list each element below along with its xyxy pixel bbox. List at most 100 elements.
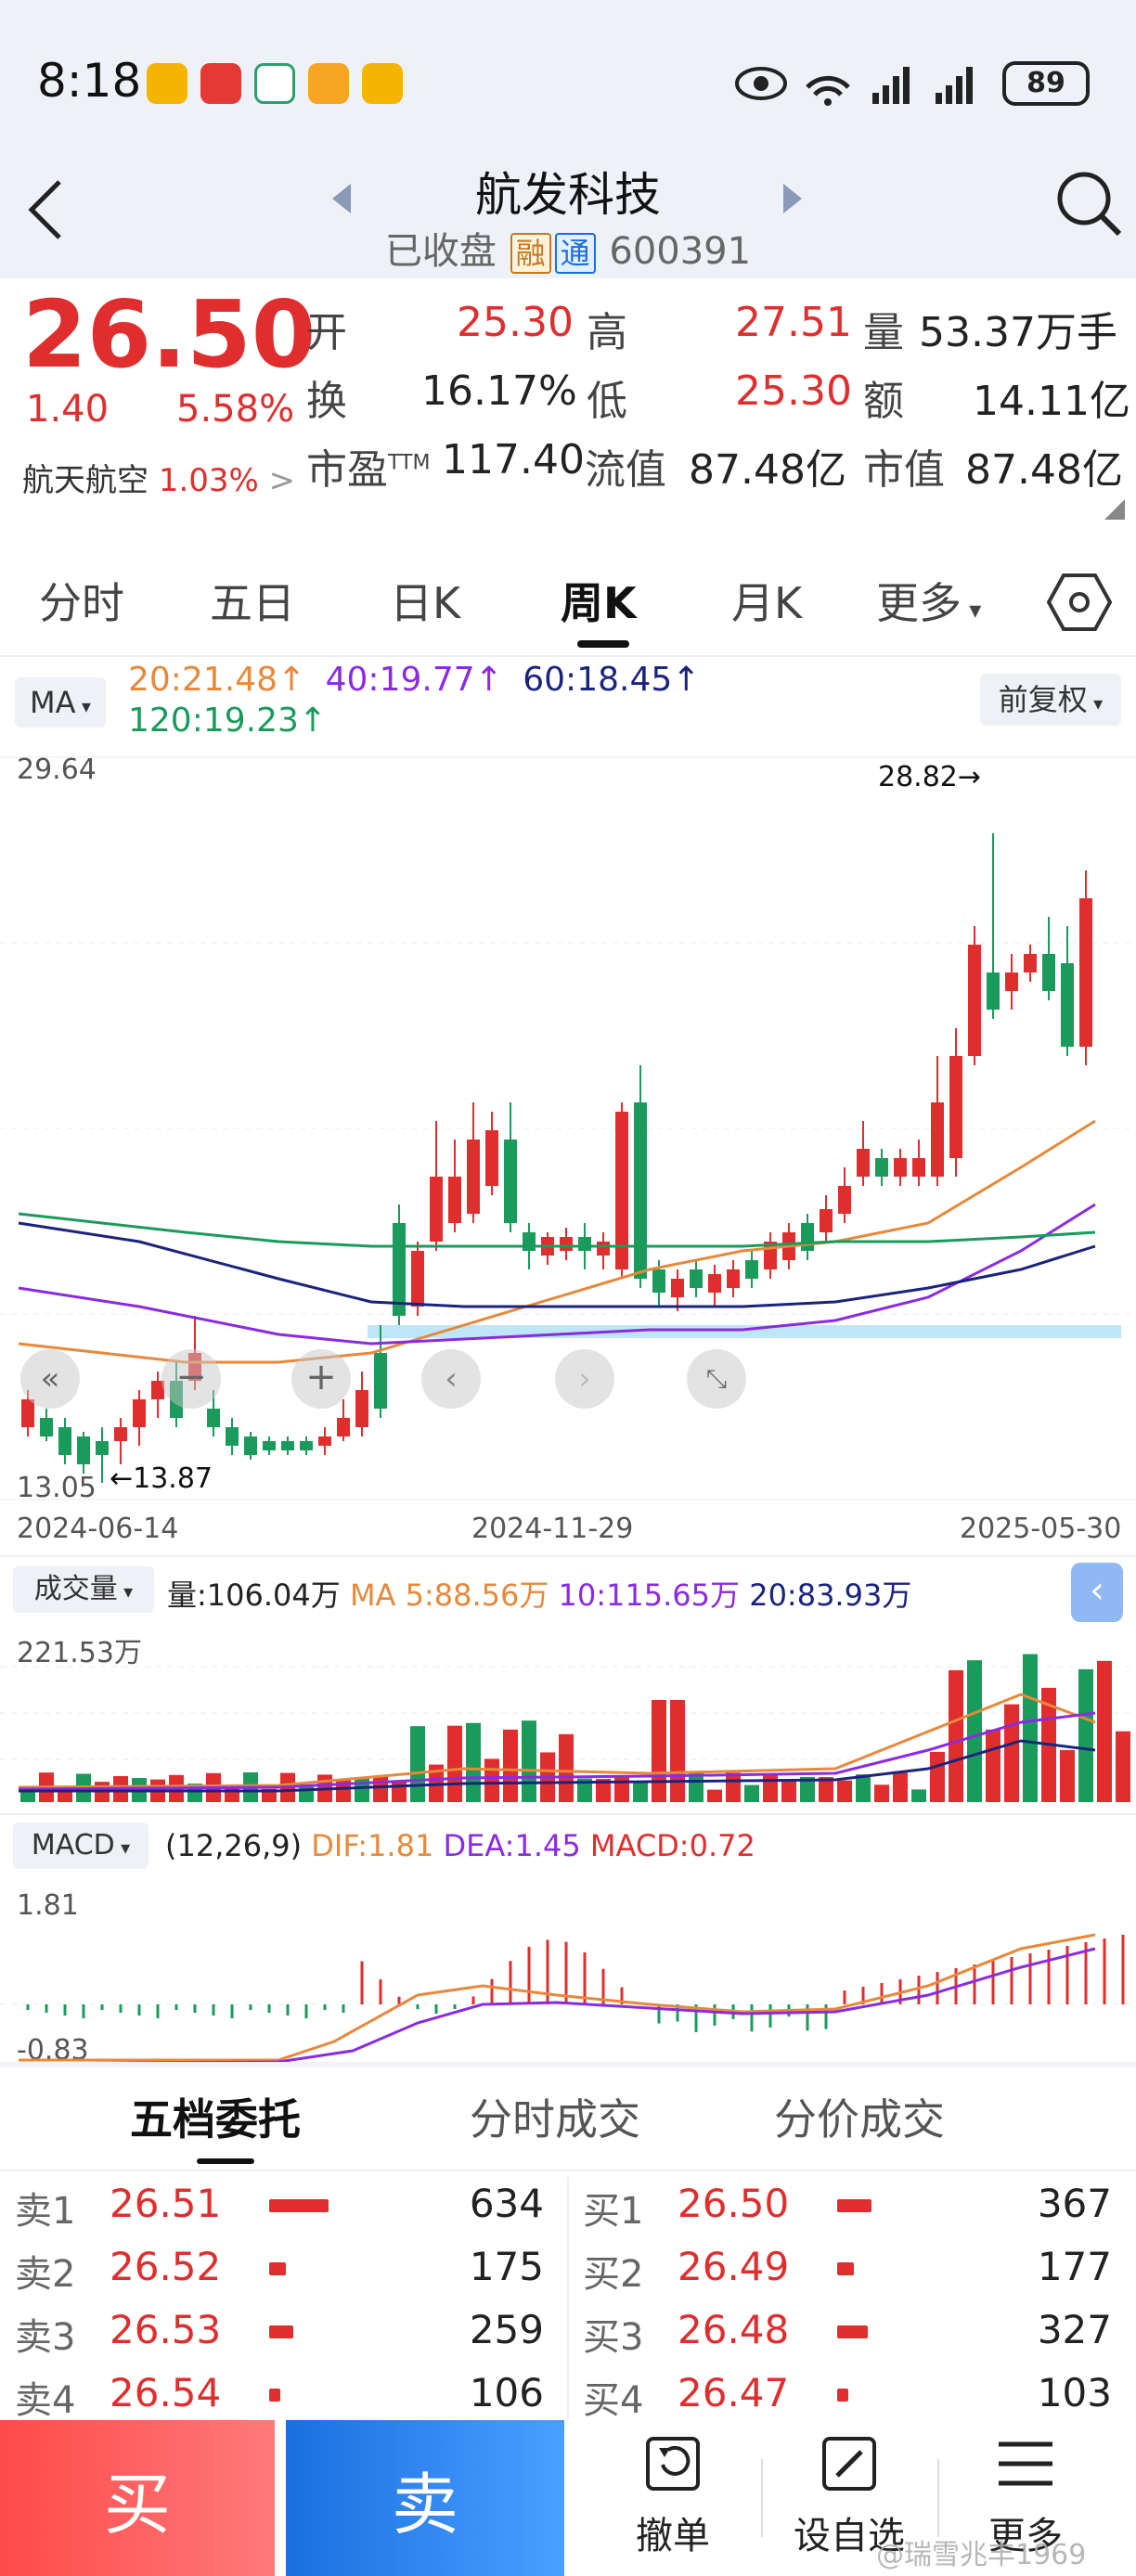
bid-level-volume: 367: [1037, 2181, 1112, 2226]
candle-body: [40, 1418, 53, 1436]
next-stock-icon[interactable]: [781, 182, 804, 215]
more-actions-button[interactable]: 更多: [937, 2431, 1114, 2559]
candle-body: [708, 1274, 721, 1293]
ask-level-volume: 175: [469, 2244, 544, 2289]
candle-body: [931, 1102, 944, 1177]
expand-corner-icon[interactable]: [1104, 499, 1125, 520]
macd-indicator-button[interactable]: MACD ▾: [13, 1823, 148, 1869]
ask-level-price[interactable]: 26.51: [110, 2181, 222, 2226]
volume-bar: [652, 1700, 666, 1802]
volume-chart[interactable]: [0, 1620, 1136, 1806]
chart-reset-icon[interactable]: ⤡: [687, 1349, 746, 1409]
candle-body: [838, 1186, 851, 1214]
ask-level-price[interactable]: 26.54: [110, 2370, 222, 2415]
tab-active-indicator: [577, 640, 629, 648]
prev-stock-icon[interactable]: [330, 182, 353, 215]
candle-body: [114, 1427, 127, 1441]
volume-bar: [1004, 1704, 1019, 1802]
last-price: 26.50: [22, 280, 316, 389]
status-icons: [735, 67, 973, 106]
kline-chart[interactable]: [0, 750, 1136, 1507]
candle-body: [523, 1232, 536, 1251]
tab-tick-trades[interactable]: 分时成交: [470, 2094, 640, 2145]
macd-dea: DEA:1.45: [443, 1828, 581, 1863]
volume-bar: [633, 1783, 648, 1802]
candle-body: [337, 1418, 350, 1436]
volume-bar: [930, 1751, 945, 1802]
chart-zoom-out-icon[interactable]: −: [161, 1349, 221, 1409]
chart-left-fast-icon[interactable]: «: [20, 1349, 80, 1409]
ask-level-label: 卖2: [15, 2253, 76, 2296]
volume-ma5: MA 5:88.56万: [349, 1578, 549, 1613]
ma-values: 20:21.48↑ 40:19.77↑ 60:18.45↑: [128, 661, 700, 699]
bid-level-price[interactable]: 26.49: [678, 2244, 790, 2289]
candle-body: [560, 1237, 573, 1251]
ma60-line: [18, 1221, 1096, 1308]
book-tab-indicator: [197, 2158, 254, 2164]
volume-bar: [484, 1758, 499, 1802]
volume-current: 量:106.04万: [167, 1578, 341, 1613]
search-icon[interactable]: [1054, 169, 1125, 239]
candle-body: [58, 1427, 71, 1455]
tab-five-day[interactable]: 五日: [210, 578, 295, 628]
volume-indicator-button[interactable]: 成交量 ▾: [13, 1566, 154, 1613]
add-watchlist-label: 设自选: [794, 2515, 905, 2557]
weibo-app-icon-2: [362, 63, 403, 104]
book-column-divider: [567, 2177, 569, 2420]
candle-body: [318, 1436, 331, 1446]
ma-indicator-button[interactable]: MA ▾: [15, 677, 106, 728]
macd-chart[interactable]: [0, 1884, 1136, 2066]
caret-down-icon: ▾: [117, 1580, 134, 1603]
vol-ma20-line: [19, 1739, 1096, 1793]
edit-watchlist-icon: [822, 2437, 876, 2491]
tab-monthly-k[interactable]: 月K: [731, 578, 803, 628]
candle-body: [801, 1223, 814, 1251]
back-arrow-icon[interactable]: [22, 173, 69, 247]
volume-bar: [373, 1776, 388, 1802]
connect-tag: 通: [554, 233, 596, 274]
ask-level-bar: [269, 2199, 329, 2212]
market-status: 已收盘: [384, 230, 497, 273]
volume-bar: [410, 1726, 425, 1802]
market-cap-label: 市值: [863, 446, 945, 494]
tab-more[interactable]: 更多 ▾: [876, 578, 982, 628]
chart-zoom-in-icon[interactable]: +: [291, 1349, 351, 1409]
ask-level-price[interactable]: 26.52: [110, 2244, 222, 2289]
volume-bar: [1060, 1749, 1075, 1802]
sector-link[interactable]: 航天航空 1.03% >: [22, 455, 295, 500]
candle-body: [597, 1242, 610, 1256]
cancel-order-button[interactable]: 撤单: [585, 2431, 761, 2559]
kline-y-bottom: 13.05: [17, 1472, 97, 1504]
bid-level-price[interactable]: 26.48: [678, 2307, 790, 2352]
bid-level-price[interactable]: 26.47: [678, 2370, 790, 2415]
add-watchlist-button[interactable]: 设自选: [761, 2431, 937, 2559]
battery-indicator: 89: [1002, 61, 1090, 106]
sell-button[interactable]: 卖: [286, 2420, 564, 2576]
volume-bar: [670, 1700, 685, 1802]
divider: [0, 1555, 1136, 1557]
ask-level-price[interactable]: 26.53: [110, 2307, 222, 2352]
tab-daily-k[interactable]: 日K: [390, 578, 461, 628]
pe-label: 市盈TTM: [306, 446, 431, 494]
kline-high-mark: 28.82→: [878, 761, 982, 793]
volume-bar: [503, 1729, 518, 1802]
buy-button[interactable]: 买: [0, 2420, 275, 2576]
tab-price-volume[interactable]: 分价成交: [774, 2094, 945, 2145]
tab-weekly-k[interactable]: 周K: [561, 578, 637, 628]
candle-body: [634, 1102, 647, 1279]
settings-hex-icon[interactable]: [1047, 572, 1112, 633]
candle-body: [448, 1177, 461, 1223]
chart-left-icon[interactable]: ‹: [421, 1349, 481, 1409]
adjust-button[interactable]: 前复权 ▾: [980, 674, 1121, 726]
tab-intraday[interactable]: 分时: [39, 578, 124, 628]
chart-right-icon[interactable]: ›: [555, 1349, 614, 1409]
section-divider: [0, 2062, 1136, 2071]
volume-bar: [837, 1780, 852, 1802]
volume-bar: [522, 1720, 536, 1802]
candle-body: [504, 1140, 517, 1223]
ma60-value: 60:18.45↑: [523, 661, 701, 699]
bid-level-price[interactable]: 26.50: [678, 2181, 790, 2226]
tab-order-book[interactable]: 五档委托: [130, 2094, 301, 2145]
side-panel-toggle-icon[interactable]: ‹: [1071, 1563, 1123, 1622]
